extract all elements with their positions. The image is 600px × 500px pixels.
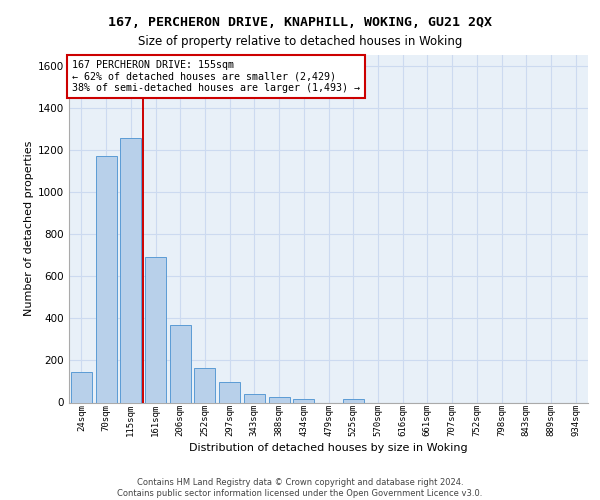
Bar bbox=[145, 257, 166, 402]
Bar bbox=[170, 324, 191, 402]
Text: 167 PERCHERON DRIVE: 155sqm
← 62% of detached houses are smaller (2,429)
38% of : 167 PERCHERON DRIVE: 155sqm ← 62% of det… bbox=[71, 60, 359, 94]
Bar bbox=[293, 398, 314, 402]
Bar bbox=[71, 372, 92, 402]
X-axis label: Distribution of detached houses by size in Woking: Distribution of detached houses by size … bbox=[189, 443, 468, 453]
Bar bbox=[120, 138, 141, 402]
Bar bbox=[244, 394, 265, 402]
Bar bbox=[194, 368, 215, 402]
Text: Contains HM Land Registry data © Crown copyright and database right 2024.
Contai: Contains HM Land Registry data © Crown c… bbox=[118, 478, 482, 498]
Bar bbox=[343, 398, 364, 402]
Text: 167, PERCHERON DRIVE, KNAPHILL, WOKING, GU21 2QX: 167, PERCHERON DRIVE, KNAPHILL, WOKING, … bbox=[108, 16, 492, 29]
Bar bbox=[95, 156, 116, 402]
Bar bbox=[269, 396, 290, 402]
Text: Size of property relative to detached houses in Woking: Size of property relative to detached ho… bbox=[138, 35, 462, 48]
Y-axis label: Number of detached properties: Number of detached properties bbox=[24, 141, 34, 316]
Bar bbox=[219, 382, 240, 402]
